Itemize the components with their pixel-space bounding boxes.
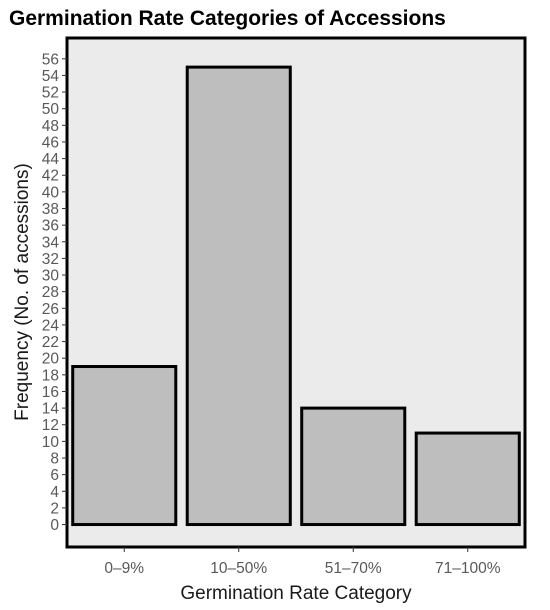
x-tick-label: 0–9% [104,560,144,577]
y-tick-label: 52 [42,85,59,102]
bar [414,431,521,527]
y-tick-label: 12 [42,417,59,434]
x-axis: 0–9% 10–50% 51–70% 71–100% [104,547,501,577]
bars [71,65,521,527]
y-tick-label: 54 [42,68,60,85]
y-axis: 0246810121416182022242628303234363840424… [42,51,67,534]
y-tick-label: 22 [42,334,59,351]
y-tick-label: 20 [42,351,60,368]
y-tick-label: 18 [42,367,59,384]
y-tick-label: 36 [42,218,59,235]
y-tick-label: 26 [42,301,59,318]
y-tick-label: 30 [42,268,60,285]
y-tick-label: 40 [42,184,60,201]
y-tick-label: 2 [50,500,59,517]
y-tick-label: 24 [42,317,60,334]
bar [185,65,292,527]
y-axis-title: Frequency (No. of accessions) [12,163,33,421]
y-tick-label: 32 [42,251,59,268]
y-tick-label: 50 [42,101,60,118]
y-tick-label: 44 [42,151,60,168]
y-tick-label: 0 [50,517,59,534]
y-tick-label: 8 [50,451,59,468]
chart-title: Germination Rate Categories of Accession… [9,7,446,30]
y-tick-label: 14 [42,401,60,418]
x-tick-label: 51–70% [325,560,382,577]
y-tick-label: 56 [42,51,59,68]
y-tick-label: 48 [42,118,59,135]
y-tick-label: 6 [50,467,59,484]
y-tick-label: 42 [42,168,59,185]
y-tick-label: 4 [50,484,59,501]
bar [300,406,407,527]
y-tick-label: 38 [42,201,59,218]
y-tick-label: 16 [42,384,59,401]
y-tick-label: 28 [42,284,59,301]
bar [71,365,178,527]
x-tick-label: 71–100% [435,560,501,577]
x-axis-title: Germination Rate Category [180,583,412,604]
y-tick-label: 46 [42,134,59,151]
y-tick-label: 34 [42,234,60,251]
x-tick-label: 10–50% [210,560,267,577]
y-tick-label: 10 [42,434,60,451]
